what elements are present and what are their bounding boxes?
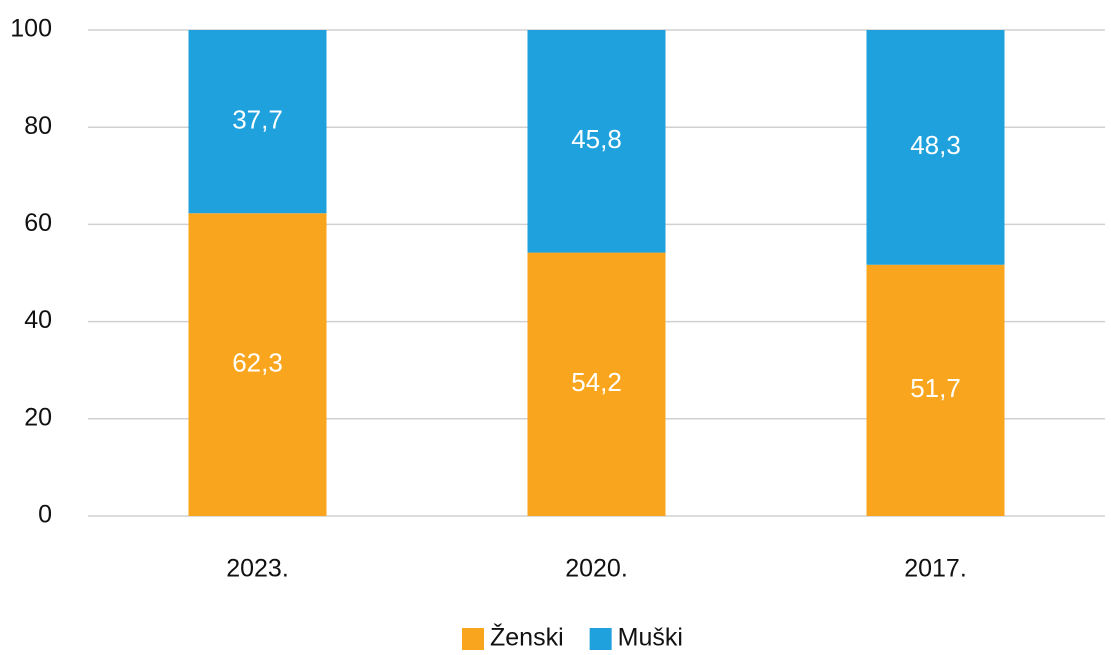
bar-segment xyxy=(188,30,327,214)
data-label: 62,3 xyxy=(232,347,283,377)
y-tick-label: 40 xyxy=(24,306,52,334)
bar-segment xyxy=(188,213,327,517)
bar-segment xyxy=(866,30,1005,265)
bar-segment xyxy=(866,264,1005,516)
y-tick-label: 100 xyxy=(10,15,52,43)
legend-swatch xyxy=(462,628,484,650)
bar-segment xyxy=(527,30,666,253)
y-tick-label: 80 xyxy=(24,112,52,140)
legend-label: Ženski xyxy=(490,623,564,652)
x-tick-label: 2017. xyxy=(904,555,967,583)
y-tick-label: 60 xyxy=(24,209,52,237)
legend-swatch xyxy=(589,628,612,650)
data-label: 45,8 xyxy=(571,124,622,154)
bar-segment xyxy=(527,252,666,516)
x-tick-label: 2020. xyxy=(565,555,628,583)
data-label: 54,2 xyxy=(571,367,622,397)
y-tick-label: 0 xyxy=(38,501,52,529)
x-tick-label: 2023. xyxy=(226,555,289,583)
data-label: 51,7 xyxy=(910,373,961,403)
legend-label: Muški xyxy=(618,624,683,652)
data-label: 37,7 xyxy=(232,104,283,134)
y-tick-label: 20 xyxy=(24,403,52,431)
data-label: 48,3 xyxy=(910,130,961,160)
